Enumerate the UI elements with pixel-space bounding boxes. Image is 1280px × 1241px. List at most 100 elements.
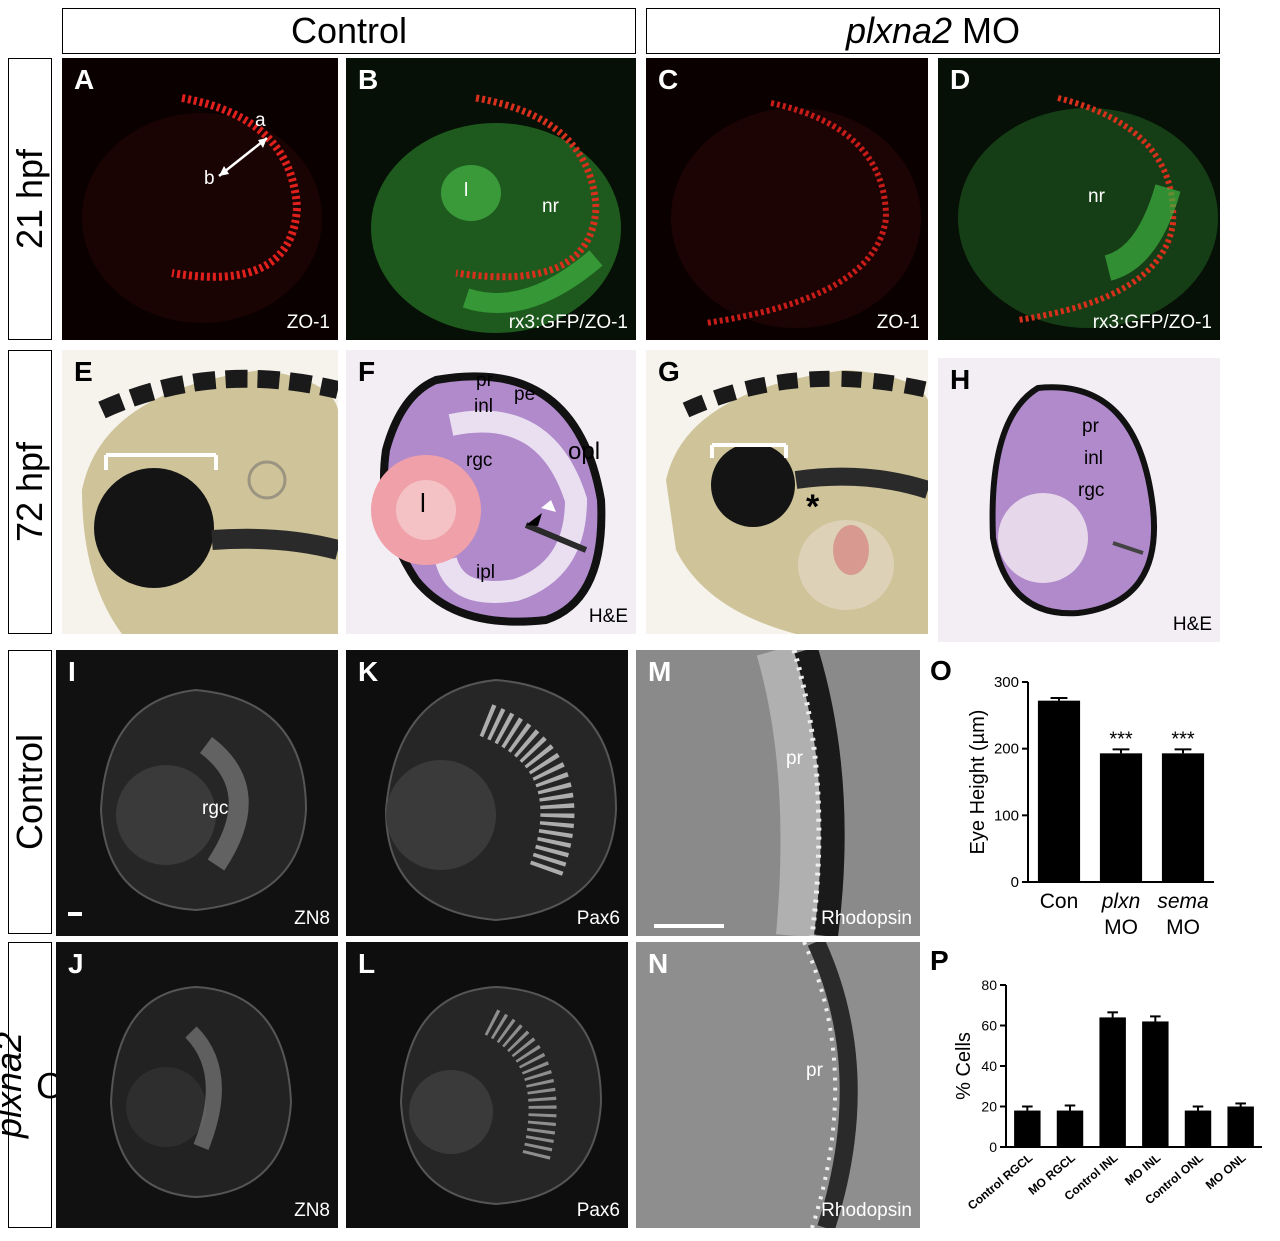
bar <box>1099 753 1143 882</box>
panel-I: I rgc ZN8 <box>56 650 338 936</box>
panel-L-letter: L <box>358 948 376 979</box>
row-label-21hpf: 21 hpf <box>8 58 52 340</box>
annotation-nr: nr <box>542 196 559 217</box>
panel-D-letter: D <box>950 64 971 95</box>
column-header-morphant-gene: plxna2 <box>845 10 953 51</box>
panel-F-letter: F <box>358 356 376 387</box>
panel-J-stain: ZN8 <box>294 1200 330 1221</box>
panel-F-stain: H&E <box>588 606 628 627</box>
category-label: MO INL <box>1122 1151 1163 1189</box>
y-axis-label: % Cells <box>953 1032 975 1100</box>
annotation-l: l <box>464 180 469 201</box>
category-label: plxn <box>1101 890 1141 913</box>
row-label-control: Control <box>8 650 52 934</box>
panel-A-image <box>82 94 322 323</box>
panel-N-letter: N <box>648 948 669 979</box>
y-tick-label: 60 <box>981 1018 997 1034</box>
y-tick-label: 80 <box>981 977 997 993</box>
annotation-nr-d: nr <box>1088 186 1105 207</box>
panel-P-letter: P <box>930 945 949 976</box>
panel-O-letter: O <box>930 655 952 686</box>
panel-E-image <box>82 369 338 634</box>
panel-B-image <box>371 94 621 333</box>
panel-A-stain: ZO-1 <box>286 312 330 333</box>
annotation-rgc-h: rgc <box>1078 480 1105 501</box>
row-label-72hpf: 72 hpf <box>8 350 52 634</box>
panel-K: K Pax6 <box>346 650 628 936</box>
panel-G: G * <box>646 350 928 634</box>
annotation-rgc: rgc <box>466 450 493 471</box>
panel-I-image <box>68 688 308 916</box>
y-axis-label: Eye Height (µm) <box>967 710 989 855</box>
panel-K-image <box>384 678 618 922</box>
y-tick-label: 20 <box>981 1099 997 1115</box>
y-tick-label: 0 <box>989 1139 997 1155</box>
panel-D-stain: rx3:GFP/ZO-1 <box>1092 312 1212 333</box>
bar <box>1161 753 1205 882</box>
panel-H-stain: H&E <box>1172 614 1212 635</box>
annotation-opl: opl <box>568 438 601 465</box>
panel-C: C ZO-1 <box>646 58 928 340</box>
panel-A-letter: A <box>74 64 95 95</box>
panel-B: B l nr rx3:GFP/ZO-1 <box>346 58 636 340</box>
bar <box>1227 1106 1254 1147</box>
panel-L-stain: Pax6 <box>576 1200 620 1221</box>
panel-B-letter: B <box>358 64 379 95</box>
panel-J: J ZN8 <box>56 942 338 1228</box>
y-tick-label: 200 <box>994 741 1019 758</box>
y-tick-label: 40 <box>981 1058 997 1074</box>
panel-L-image <box>399 985 603 1206</box>
y-tick-label: 100 <box>994 807 1019 824</box>
panel-F-image <box>371 372 606 626</box>
panel-C-stain: ZO-1 <box>876 312 920 333</box>
panel-H-image <box>989 384 1157 617</box>
panel-E: E <box>62 350 338 634</box>
panel-N-stain: Rhodopsin <box>821 1200 912 1221</box>
panel-A: A a b ZO-1 <box>62 58 338 340</box>
category-label: Con <box>1040 890 1079 913</box>
panel-I-letter: I <box>68 656 76 687</box>
row-label-72hpf-text: 72 hpf <box>9 441 50 543</box>
annotation-lens: l <box>420 488 426 518</box>
panel-M-stain: Rhodopsin <box>821 908 912 929</box>
category-label: sema <box>1157 890 1208 913</box>
panel-H: H pr inl rgc H&E <box>938 358 1220 642</box>
annotation-pe: pe <box>514 384 536 405</box>
y-tick-label: 0 <box>1011 874 1019 891</box>
column-header-morphant: plxna2 MO <box>646 8 1220 54</box>
panel-H-letter: H <box>950 364 971 395</box>
panel-K-stain: Pax6 <box>576 908 620 929</box>
panel-M-letter: M <box>648 656 672 687</box>
row-label-control-text: Control <box>9 733 50 851</box>
panel-N: N pr Rhodopsin <box>636 942 920 1228</box>
column-header-control-text: Control <box>290 10 408 51</box>
bar <box>1056 1110 1084 1147</box>
panel-M: M pr Rhodopsin <box>636 650 920 936</box>
annotation-pr-m: pr <box>786 748 803 769</box>
annotation-pr-n: pr <box>806 1060 823 1081</box>
panel-N-image <box>802 942 858 1228</box>
panel-J-image <box>109 985 293 1199</box>
annotation-asterisk: * <box>806 488 820 526</box>
panel-G-letter: G <box>658 356 680 387</box>
panel-F: F pr pe inl opl rgc l ipl H&E <box>346 350 636 634</box>
panel-I-stain: ZN8 <box>294 908 330 929</box>
panel-D: D nr rx3:GFP/ZO-1 <box>938 58 1220 340</box>
annotation-inl: inl <box>474 396 494 417</box>
y-tick-label: 300 <box>994 674 1019 691</box>
panel-C-letter: C <box>658 64 679 95</box>
row-label-21hpf-text: 21 hpf <box>9 148 50 250</box>
category-label: MO <box>1104 916 1138 939</box>
annotation-pr-h: pr <box>1082 416 1099 437</box>
row-label-plxna2-mo: plxna2 MO <box>0 942 94 1228</box>
panel-L: L Pax6 <box>346 942 628 1228</box>
chart-eye-height: 0 100 200 300 Eye Height (µm) Con *** plxn MO ***… <box>967 674 1214 939</box>
bar <box>1184 1110 1212 1147</box>
bar <box>1037 700 1081 882</box>
panel-K-letter: K <box>358 656 379 687</box>
panel-M-image <box>654 650 845 936</box>
panel-D-image <box>958 95 1218 328</box>
annotation-pr: pr <box>476 370 493 391</box>
significance-marker: *** <box>1109 728 1133 750</box>
